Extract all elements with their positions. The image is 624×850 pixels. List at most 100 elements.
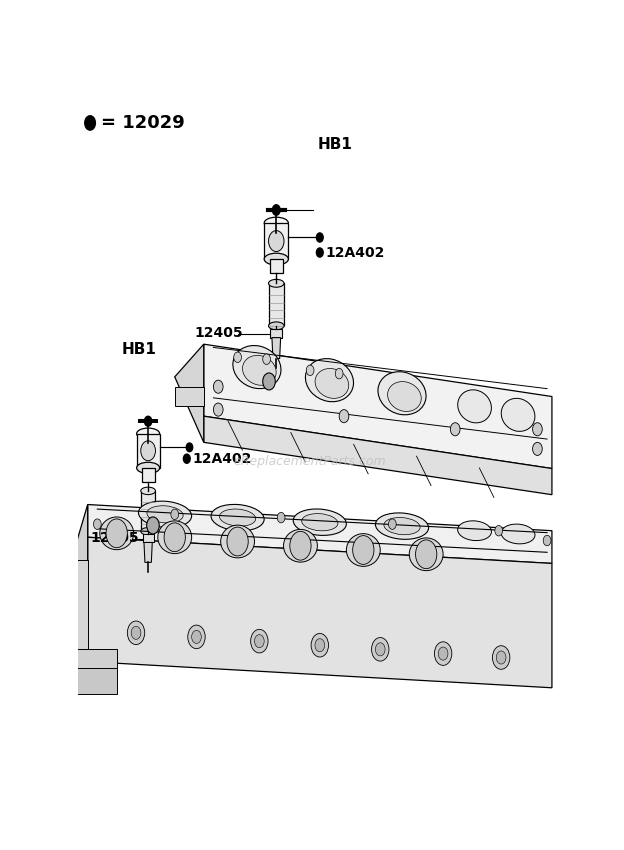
Circle shape xyxy=(106,518,127,547)
Circle shape xyxy=(85,116,95,130)
Text: HB1: HB1 xyxy=(122,342,157,357)
Ellipse shape xyxy=(100,517,134,550)
Ellipse shape xyxy=(141,528,155,535)
Ellipse shape xyxy=(268,280,284,287)
Circle shape xyxy=(147,517,159,534)
Text: 12405: 12405 xyxy=(194,326,243,340)
Ellipse shape xyxy=(384,518,420,535)
Ellipse shape xyxy=(243,355,276,385)
Circle shape xyxy=(164,523,185,552)
Polygon shape xyxy=(270,259,283,274)
Circle shape xyxy=(438,647,448,660)
Ellipse shape xyxy=(388,382,421,411)
Circle shape xyxy=(234,352,241,362)
Circle shape xyxy=(533,422,542,436)
Ellipse shape xyxy=(315,369,349,399)
Circle shape xyxy=(171,509,178,519)
Circle shape xyxy=(315,638,324,652)
Circle shape xyxy=(213,403,223,416)
Circle shape xyxy=(434,642,452,666)
Circle shape xyxy=(94,518,101,530)
Circle shape xyxy=(227,527,248,556)
Circle shape xyxy=(183,454,190,463)
Circle shape xyxy=(290,531,311,560)
Polygon shape xyxy=(141,490,155,531)
Circle shape xyxy=(277,513,285,523)
Ellipse shape xyxy=(220,509,256,526)
Ellipse shape xyxy=(264,218,288,229)
Circle shape xyxy=(263,373,275,390)
Circle shape xyxy=(533,442,542,456)
Circle shape xyxy=(255,635,264,648)
Circle shape xyxy=(416,540,437,569)
Ellipse shape xyxy=(139,502,192,528)
Ellipse shape xyxy=(137,428,160,439)
Text: = 12029: = 12029 xyxy=(101,114,185,132)
Ellipse shape xyxy=(221,525,255,558)
Circle shape xyxy=(251,629,268,653)
Polygon shape xyxy=(144,542,152,563)
Ellipse shape xyxy=(501,524,535,544)
Circle shape xyxy=(213,380,223,394)
Circle shape xyxy=(131,626,141,639)
Circle shape xyxy=(141,441,155,461)
Ellipse shape xyxy=(141,487,155,495)
Polygon shape xyxy=(73,505,87,661)
Circle shape xyxy=(451,422,460,436)
Circle shape xyxy=(496,651,506,664)
Polygon shape xyxy=(175,387,203,406)
Circle shape xyxy=(389,518,396,530)
Circle shape xyxy=(306,366,314,376)
Circle shape xyxy=(144,416,152,426)
Ellipse shape xyxy=(458,390,491,422)
Polygon shape xyxy=(73,668,117,694)
Ellipse shape xyxy=(211,504,264,530)
Ellipse shape xyxy=(376,513,429,539)
Ellipse shape xyxy=(378,371,426,415)
Circle shape xyxy=(188,625,205,649)
Ellipse shape xyxy=(346,534,380,566)
Ellipse shape xyxy=(264,253,288,265)
Circle shape xyxy=(316,233,323,242)
Circle shape xyxy=(495,525,502,536)
Text: HB1: HB1 xyxy=(318,137,353,152)
Ellipse shape xyxy=(301,513,338,530)
Ellipse shape xyxy=(283,530,318,562)
Circle shape xyxy=(376,643,385,656)
Circle shape xyxy=(371,638,389,661)
Polygon shape xyxy=(76,560,87,649)
Polygon shape xyxy=(203,344,552,468)
Ellipse shape xyxy=(137,462,160,473)
Text: 12405: 12405 xyxy=(90,531,139,545)
Text: eReplacementParts.com: eReplacementParts.com xyxy=(234,456,386,468)
Polygon shape xyxy=(143,535,154,542)
Ellipse shape xyxy=(409,538,443,570)
Polygon shape xyxy=(73,649,117,668)
Circle shape xyxy=(544,536,551,546)
Ellipse shape xyxy=(147,506,183,523)
Ellipse shape xyxy=(158,521,192,553)
Ellipse shape xyxy=(233,345,281,388)
Polygon shape xyxy=(142,468,155,482)
Text: 12A402: 12A402 xyxy=(193,451,252,466)
Polygon shape xyxy=(268,283,284,326)
Polygon shape xyxy=(87,537,552,688)
Polygon shape xyxy=(203,416,552,495)
Circle shape xyxy=(339,410,349,422)
Circle shape xyxy=(335,368,343,379)
Circle shape xyxy=(316,248,323,257)
Circle shape xyxy=(273,205,280,215)
Polygon shape xyxy=(175,344,203,442)
Polygon shape xyxy=(270,329,282,337)
Polygon shape xyxy=(264,223,288,259)
Circle shape xyxy=(192,631,202,643)
Circle shape xyxy=(268,230,284,252)
Circle shape xyxy=(353,536,374,564)
Circle shape xyxy=(263,354,270,365)
Ellipse shape xyxy=(457,521,492,541)
Polygon shape xyxy=(272,337,281,359)
Polygon shape xyxy=(87,505,552,564)
Ellipse shape xyxy=(268,322,284,330)
Ellipse shape xyxy=(501,399,535,431)
Circle shape xyxy=(186,443,193,451)
